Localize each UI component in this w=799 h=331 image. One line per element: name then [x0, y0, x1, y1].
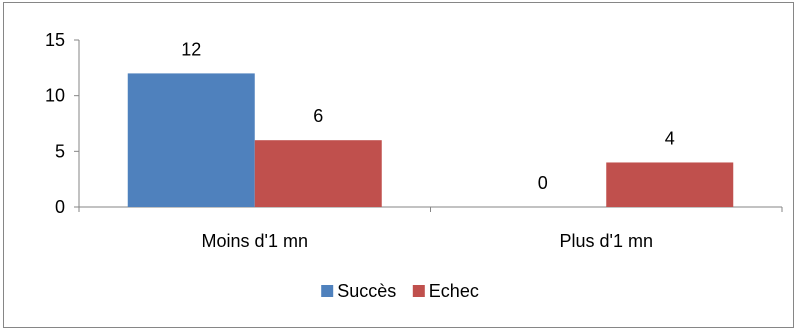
bar: [254, 140, 382, 207]
data-label: 0: [538, 173, 548, 193]
bars: [127, 73, 734, 208]
bar: [606, 162, 734, 207]
data-labels: 12 6 0 4: [181, 39, 675, 193]
x-tick-label: Moins d'1 mn: [202, 231, 308, 251]
data-label: 4: [665, 128, 675, 148]
legend-label: Succès: [337, 281, 396, 301]
y-tick-label: 15: [45, 30, 65, 50]
legend-label: Echec: [429, 281, 479, 301]
legend: Succès Echec: [321, 281, 479, 301]
y-tick-label: 5: [55, 141, 65, 161]
legend-swatch: [412, 285, 425, 297]
data-label: 12: [181, 39, 201, 59]
x-tick-label: Plus d'1 mn: [560, 231, 653, 251]
bar: [127, 73, 255, 208]
data-label: 6: [313, 106, 323, 126]
y-tick-label: 0: [55, 197, 65, 217]
y-tick-label: 10: [45, 86, 65, 106]
legend-swatch: [321, 285, 334, 297]
